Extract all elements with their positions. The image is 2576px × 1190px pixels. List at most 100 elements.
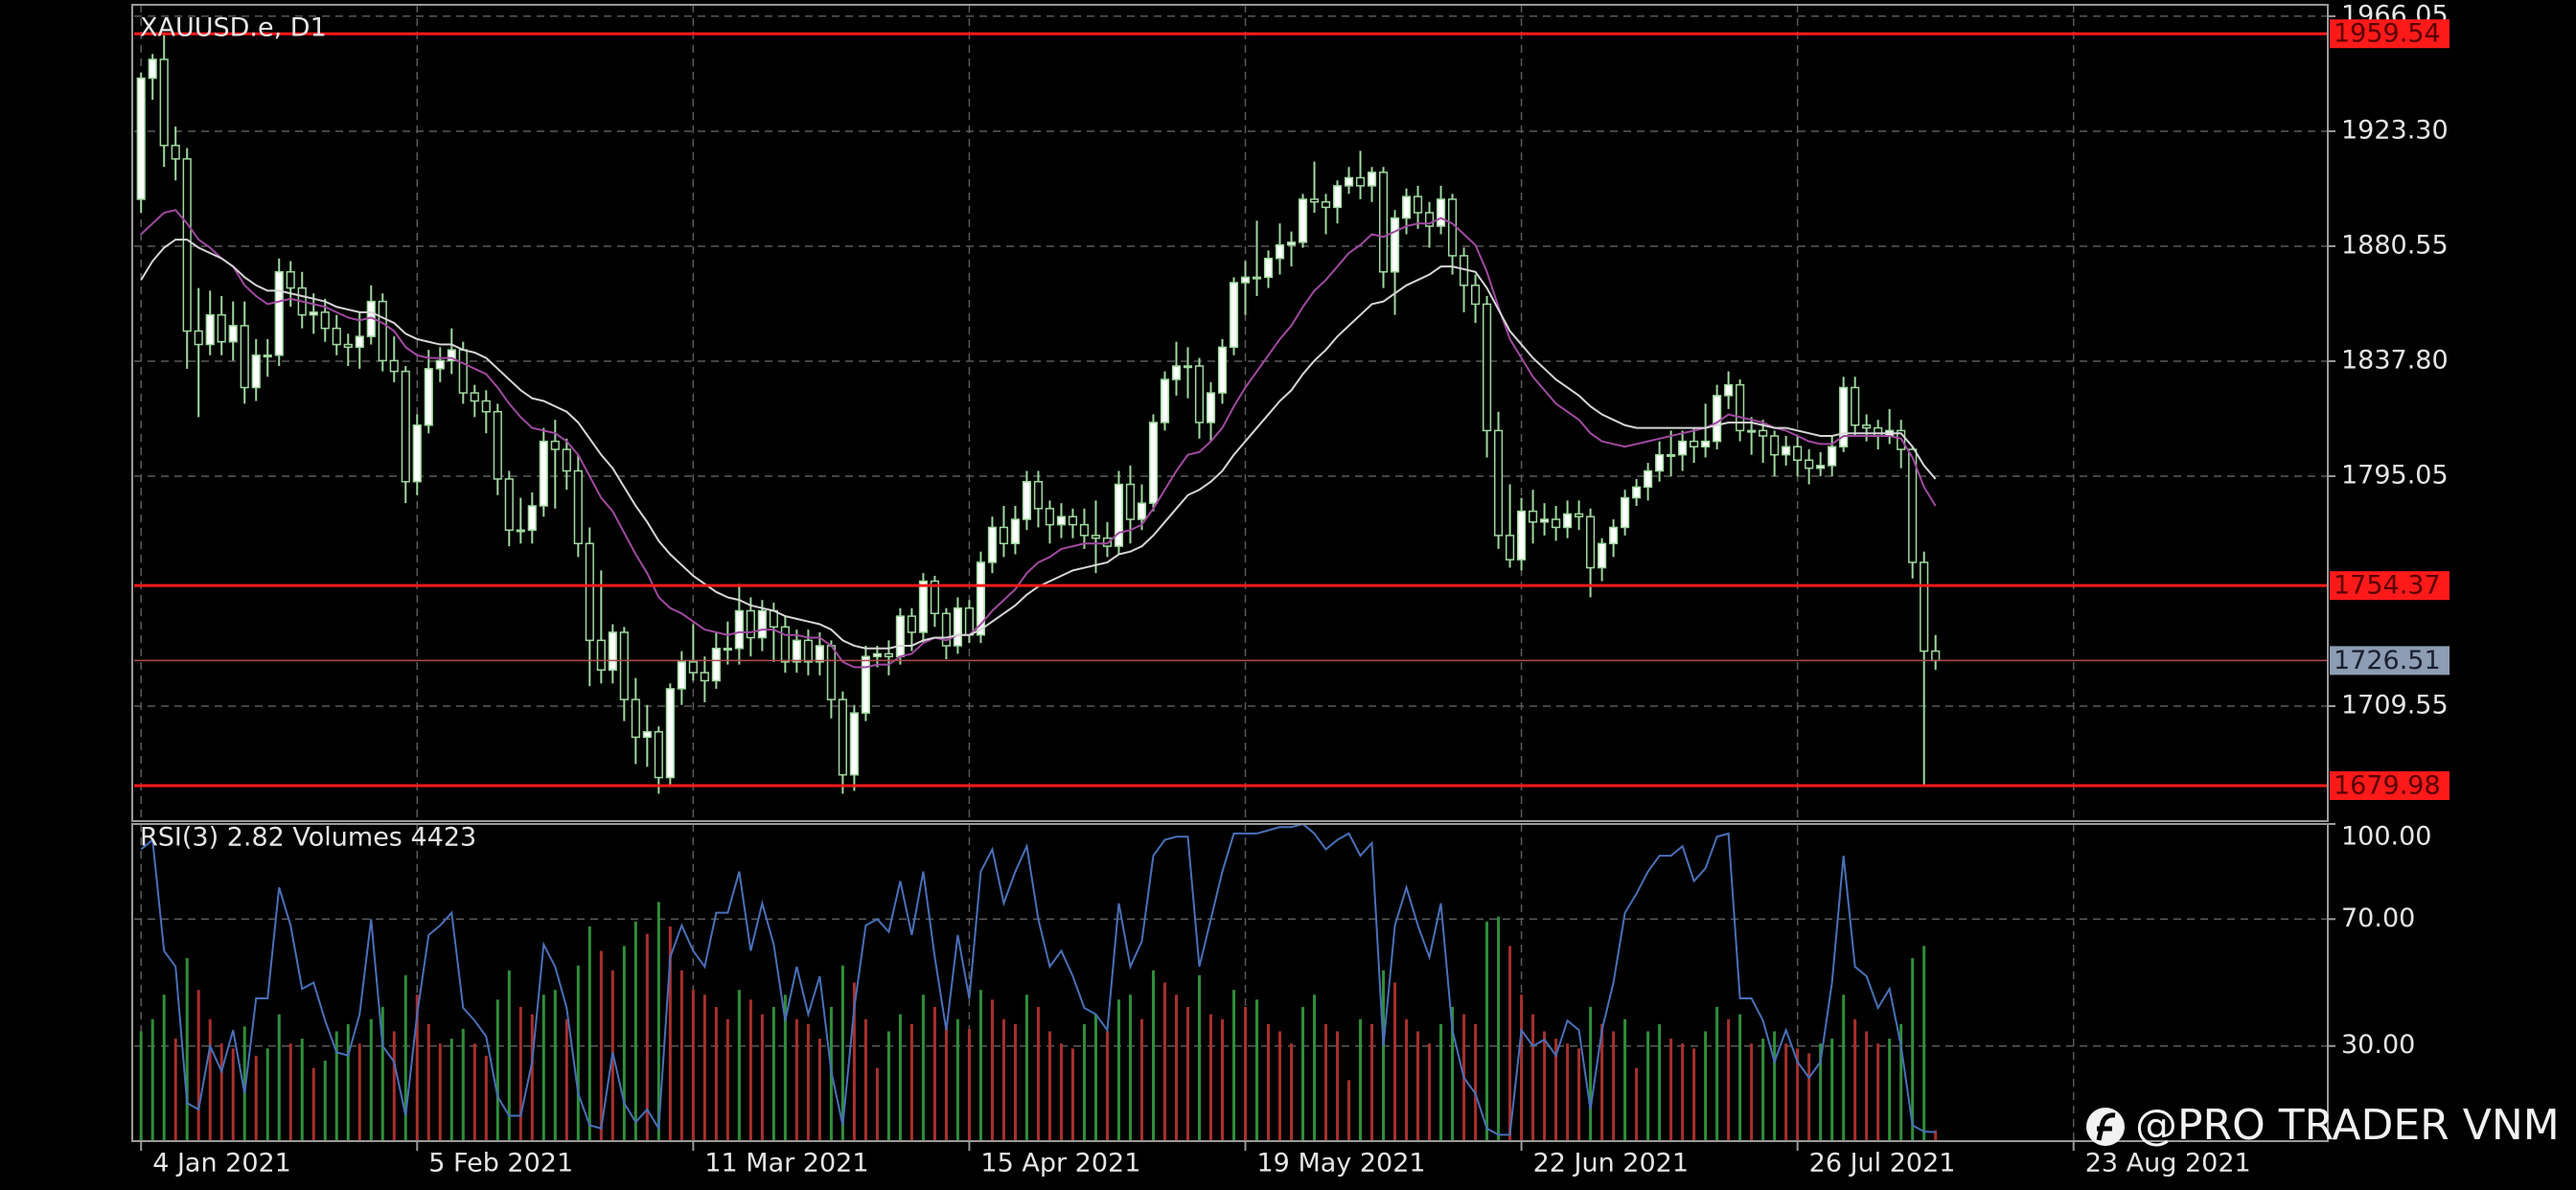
candle-body [734, 609, 744, 650]
candle-body [619, 631, 629, 700]
volume-bar [932, 1006, 936, 1141]
candle-body [1516, 510, 1527, 561]
candle-body [1275, 243, 1285, 260]
candle-body [1102, 537, 1113, 547]
candle-body [286, 271, 295, 289]
volume-bar [426, 1023, 430, 1141]
candle-body [251, 355, 261, 389]
candle-body [861, 655, 870, 714]
volume-bar [277, 1014, 281, 1141]
candle-body [493, 410, 502, 480]
volume-bar [1497, 916, 1501, 1141]
volume-bar [1577, 1048, 1581, 1141]
volume-bar [1313, 995, 1317, 1141]
candle-body [1528, 510, 1538, 523]
candle-body [136, 77, 146, 200]
candle-body [1482, 303, 1492, 432]
volume-bar [1715, 1006, 1719, 1141]
candle-body [435, 359, 445, 370]
candle-body [642, 731, 652, 739]
candle-body [217, 313, 226, 343]
candle-body [1114, 483, 1124, 547]
candle-body [1690, 440, 1699, 447]
volume-bar [1001, 1018, 1005, 1141]
watermark: @PRO TRADER VNM [2086, 1101, 2560, 1150]
volume-bar [1865, 1031, 1869, 1141]
candle-body [1920, 561, 1929, 652]
volume-bar [1220, 1018, 1224, 1141]
candle-body [1470, 285, 1481, 306]
candle-body [1091, 535, 1101, 539]
candle-body [757, 609, 767, 639]
volume-bar [254, 1055, 258, 1141]
volume-bar [1658, 1023, 1662, 1141]
candle-body [654, 731, 663, 779]
candle-body [355, 335, 364, 349]
volume-bar [1139, 1018, 1143, 1141]
level-label-box [2330, 571, 2450, 601]
volume-bar [955, 1018, 959, 1141]
x-tick-label: 23 Aug 2021 [2085, 1149, 2251, 1179]
y-tick-label: 1837.80 [2341, 345, 2449, 375]
candle-body [527, 505, 537, 532]
volume-bar [978, 990, 982, 1141]
candle-body [803, 639, 813, 663]
volume-bar [334, 1031, 338, 1141]
volume-bar [1151, 970, 1155, 1141]
candle-body [1229, 282, 1239, 349]
candle-body [1609, 526, 1619, 545]
volume-bar [1681, 1043, 1685, 1141]
price-layer [136, 34, 1941, 794]
x-tick-label: 22 Jun 2021 [1533, 1149, 1689, 1179]
volume-bar [1024, 995, 1028, 1141]
candle-body [872, 652, 882, 657]
volume-bar [1174, 995, 1178, 1141]
volume-bar [1244, 1006, 1248, 1141]
candle-body [677, 661, 686, 690]
volume-bar [1474, 1023, 1478, 1141]
candle-body [1805, 459, 1814, 469]
volume-bar [1439, 1023, 1443, 1141]
candle-body [1908, 448, 1918, 563]
level-label-box [2330, 19, 2450, 49]
candle-body [1575, 513, 1584, 517]
candle-body [1424, 212, 1435, 227]
volume-bar [576, 965, 580, 1141]
candle-body [424, 368, 433, 426]
candle-body [1724, 383, 1734, 397]
volume-bar [162, 995, 166, 1141]
volume-bar [760, 1014, 764, 1141]
candle-body [1862, 424, 1872, 429]
x-tick-label: 11 Mar 2021 [704, 1149, 868, 1179]
level-label: 1959.54 [2334, 19, 2441, 49]
candle-body [987, 526, 998, 563]
candle-body [1586, 515, 1596, 569]
candle-body [711, 648, 721, 682]
candle-body [1874, 426, 1883, 437]
candle-body [964, 606, 975, 636]
candle-body [1447, 198, 1458, 257]
volume-bar [633, 921, 637, 1141]
volume-bar [1600, 1023, 1604, 1141]
candle-body [171, 145, 180, 160]
volume-bar [737, 990, 741, 1141]
volume-bar [1382, 970, 1386, 1141]
candle-body [401, 370, 410, 483]
candle-body [1068, 515, 1078, 526]
candle-body [826, 645, 836, 700]
volume-bar [1911, 958, 1915, 1141]
volume-bar [1162, 982, 1166, 1141]
volume-bar [530, 1014, 534, 1141]
volume-bar [1208, 1014, 1212, 1141]
indicator-title: RSI(3) 2.82 Volumes 4423 [140, 823, 476, 853]
candle-body [1355, 176, 1366, 187]
volume-bar [300, 1039, 304, 1141]
candle-body [470, 392, 479, 402]
volume-bar [438, 1043, 442, 1141]
volume-bar [1807, 1053, 1811, 1141]
y-tick-label: 1880.55 [2341, 230, 2449, 260]
candle-body [1125, 483, 1136, 520]
